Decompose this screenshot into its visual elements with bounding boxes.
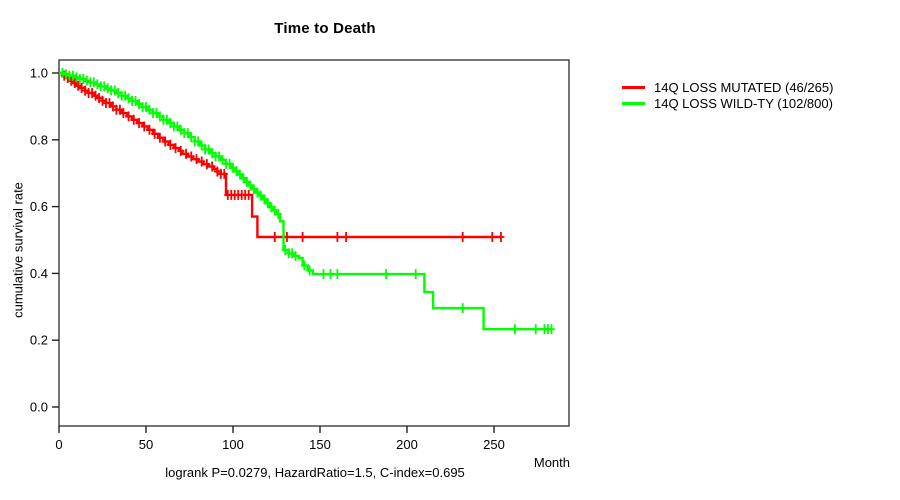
plot-frame	[58, 59, 570, 427]
survival-curve-1	[59, 71, 552, 331]
y-tick-label: 1.0	[30, 66, 48, 81]
y-tick-label: 0.6	[30, 199, 48, 214]
y-tick-label: 0.8	[30, 132, 48, 147]
x-tick-label: 100	[222, 437, 244, 452]
legend-item-wildtype: 14Q LOSS WILD-TY (102/800)	[622, 95, 833, 111]
legend-line-icon	[622, 101, 645, 105]
chart-title: Time to Death	[274, 20, 376, 37]
x-tick-label: 150	[309, 437, 331, 452]
legend-label-wildtype: 14Q LOSS WILD-TY (102/800)	[654, 95, 833, 111]
stats-footnote: logrank P=0.0279, HazardRatio=1.5, C-ind…	[165, 465, 465, 480]
y-tick-label: 0.2	[30, 333, 48, 348]
legend-item-mutated: 14Q LOSS MUTATED (46/265)	[622, 79, 833, 95]
x-tick-label: 50	[139, 437, 153, 452]
legend: 14Q LOSS MUTATED (46/265) 14Q LOSS WILD-…	[622, 79, 833, 111]
y-tick-label: 0.0	[30, 400, 48, 415]
legend-label-mutated: 14Q LOSS MUTATED (46/265)	[654, 79, 834, 95]
x-axis-label: Month	[533, 455, 570, 470]
x-tick-label: 200	[396, 437, 418, 452]
x-tick-label: 0	[55, 437, 62, 452]
x-tick-label: 250	[483, 437, 505, 452]
y-tick-label: 0.4	[30, 266, 48, 281]
legend-line-icon	[622, 85, 645, 89]
